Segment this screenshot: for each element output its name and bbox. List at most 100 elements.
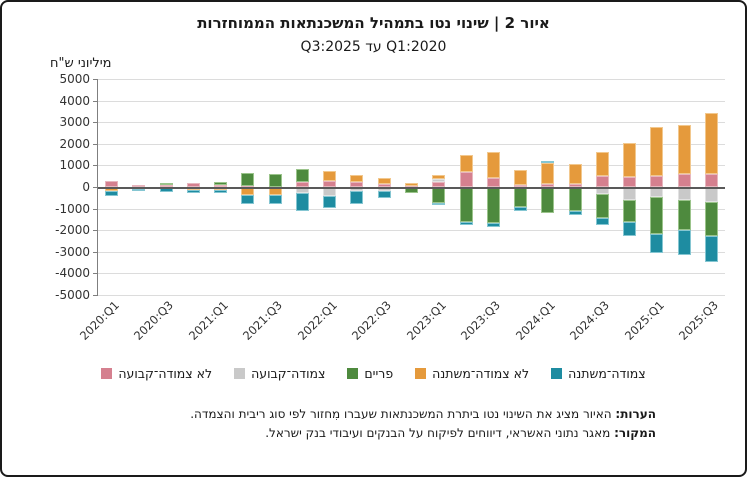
bar-segment: [405, 182, 418, 187]
y-axis-tick: [93, 143, 98, 145]
bar-segment: [323, 170, 337, 182]
bar-segment: [704, 113, 718, 174]
bar-segment: [214, 190, 228, 194]
gridline: [98, 100, 725, 102]
gridline: [98, 143, 725, 145]
gridline: [98, 208, 725, 210]
y-axis-tick: [93, 230, 98, 232]
legend-label: פריים: [364, 366, 394, 381]
bar-segment: [295, 182, 309, 187]
bar-segment: [432, 202, 446, 205]
y-axis-tick-label: 4000: [59, 93, 90, 108]
y-axis-tick: [93, 165, 98, 167]
bar-segment: [432, 175, 446, 180]
y-axis-tick-label: -1000: [55, 201, 90, 216]
gridline: [98, 273, 725, 275]
legend-item: צמודה־משתנה: [551, 366, 646, 381]
notes-prefix: הערות:: [615, 407, 656, 421]
legend-item: לא צמודה־קבועה: [101, 366, 212, 381]
gridline: [98, 165, 725, 167]
bar-segment: [704, 201, 718, 237]
notes-text: האיור מציג את השינוי נטו ביתרת המשכנתאות…: [190, 407, 616, 421]
bar-segment: [704, 173, 718, 187]
y-axis-tick-label: -5000: [55, 288, 90, 302]
legend-label: לא צמודה־משתנה: [432, 366, 530, 381]
bar-segment: [704, 236, 718, 263]
legend-swatch-icon: [234, 368, 246, 379]
y-axis-tick: [93, 79, 98, 80]
gridline: [98, 122, 725, 124]
y-axis-tick: [93, 100, 98, 102]
bar-segment: [595, 152, 609, 177]
gridline: [98, 251, 725, 253]
source-text: מאגר נתוני האשראי, דיווחים לפיקוח על הבנ…: [265, 425, 615, 440]
bar-segment: [486, 151, 500, 179]
bar-segment: [650, 175, 664, 187]
bar-segment: [541, 161, 555, 164]
bar-segment: [568, 210, 582, 215]
bar-segment: [159, 185, 173, 188]
legend-swatch-icon: [101, 368, 113, 379]
y-axis-unit-label: מיליוני ש"ח: [50, 56, 112, 71]
y-axis-tick: [93, 122, 98, 124]
legend-label: צמודה־קבועה: [251, 366, 326, 381]
bar-segment: [377, 177, 391, 184]
bar-segment: [323, 195, 337, 209]
bar-segment: [295, 192, 309, 211]
bar-segment: [186, 183, 200, 187]
bar-segment: [568, 164, 582, 184]
bar-segment: [595, 218, 609, 225]
bar-segment: [432, 187, 446, 203]
y-axis-tick-labels: 5000 4000 3000 2000 1000 0 -1000 -2000 -3000 -400…: [40, 72, 94, 302]
legend-label: לא צמודה־קבועה: [118, 366, 213, 381]
bar-segment: [568, 187, 582, 211]
source-prefix: המקור:: [614, 425, 656, 440]
bar-segment: [623, 221, 637, 236]
bar-segment: [268, 194, 282, 205]
y-axis-tick-label: 2000: [59, 136, 90, 151]
bar-segment: [459, 171, 473, 187]
bar-segment: [486, 178, 500, 187]
y-axis-tick: [93, 251, 98, 253]
bar-segment: [186, 189, 200, 194]
y-axis-tick-label: -4000: [55, 266, 90, 281]
bar-segment: [486, 223, 500, 228]
source-line: המקור: מאגר נתוני האשראי, דיווחים לפיקוח…: [72, 424, 656, 443]
x-axis-tick-labels: 2020:Q1 2020:Q3 2021:Q1 2021:Q3 2022:Q1 2022:…: [77, 298, 725, 368]
bar-segment: [105, 181, 119, 187]
bar-segment: [677, 229, 691, 256]
bar-segment: [459, 222, 473, 226]
bar-segment: [514, 169, 528, 186]
bar-segment: [323, 181, 337, 187]
bar-segment: [623, 200, 637, 222]
bar-segment: [214, 182, 228, 185]
legend-label: צמודה־משתנה: [568, 366, 646, 381]
bar-segment: [350, 191, 364, 204]
legend-item: צמודה־קבועה: [234, 366, 325, 381]
bar-segment: [623, 142, 637, 178]
bar-segment: [514, 206, 528, 211]
zero-line: [98, 187, 725, 189]
plot-area: [93, 79, 725, 296]
bar-segment: [595, 194, 609, 219]
bar-segment: [677, 125, 691, 174]
bar-segment: [650, 234, 664, 254]
bar-segment: [214, 184, 228, 187]
bar-segment: [541, 183, 555, 187]
y-axis-tick-label: 3000: [59, 115, 90, 130]
y-axis-tick: [93, 208, 98, 210]
bar-segment: [295, 168, 309, 183]
y-axis-tick: [93, 273, 98, 275]
bar-segment: [595, 176, 609, 187]
bar-segment: [159, 182, 173, 186]
y-axis-tick-label: 0: [82, 180, 90, 194]
bar-segment: [268, 174, 282, 187]
bar-segment: [132, 188, 146, 191]
bar-segment: [623, 177, 637, 187]
bar-segment: [350, 182, 364, 187]
bar-segment: [350, 174, 364, 183]
bar-segment: [132, 184, 146, 187]
y-axis-tick-label: 1000: [59, 158, 90, 173]
chart-subtitle: 2020:Q1 עד 2025:Q3: [300, 39, 447, 55]
bar-segment: [377, 190, 391, 199]
